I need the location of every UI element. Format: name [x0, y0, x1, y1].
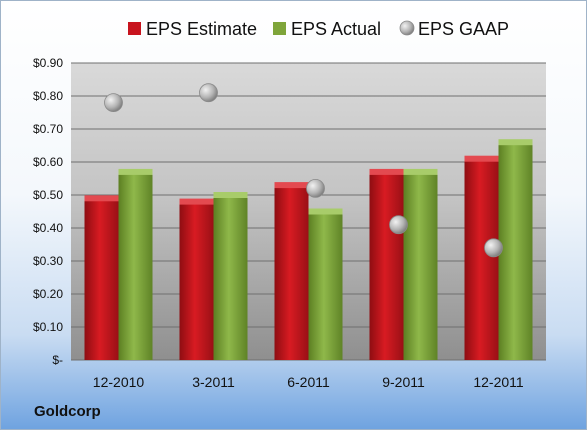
eps-estimate-bar-top: [84, 195, 119, 202]
eps-estimate-legend-swatch: [128, 22, 141, 35]
legend: EPS Estimate EPS Actual EPS GAAP: [128, 19, 509, 39]
x-category-label: 12-2010: [93, 374, 145, 390]
eps-estimate-bar: [369, 171, 404, 360]
eps-estimate-bar: [274, 185, 309, 360]
eps-actual-legend-label: EPS Actual: [291, 19, 381, 39]
y-tick-label: $0.90: [33, 56, 63, 70]
y-tick-label: $0.10: [33, 320, 63, 334]
eps-actual-bar-top: [118, 168, 153, 175]
eps-estimate-bar: [179, 201, 214, 360]
eps-actual-bar: [308, 211, 343, 360]
gaap-points: [104, 83, 503, 258]
eps-actual-bar: [498, 142, 533, 360]
eps-estimate-bar-top: [274, 182, 309, 189]
eps-gaap-point: [389, 215, 408, 235]
eps-estimate-bar-top: [179, 198, 214, 205]
y-tick-label: $0.20: [33, 287, 63, 301]
eps-estimate-bar-top: [464, 155, 499, 162]
y-tick-label: $0.40: [33, 221, 63, 235]
eps-actual-bar-top: [403, 168, 438, 175]
y-tick-label: $0.50: [33, 188, 63, 202]
bars: [84, 139, 533, 360]
eps-estimate-bar: [464, 158, 499, 360]
x-axis-labels: 12-2010 3-2011 6-2011 9-2011 12-2011: [93, 374, 524, 390]
y-tick-label: $0.60: [33, 155, 63, 169]
eps-actual-bar: [403, 171, 438, 360]
company-name: Goldcorp: [34, 403, 101, 420]
eps-gaap-legend-label: EPS GAAP: [418, 19, 509, 39]
y-tick-label: $0.70: [33, 122, 63, 136]
eps-gaap-point: [484, 238, 503, 258]
x-category-label: 9-2011: [382, 374, 425, 390]
eps-gaap-point: [199, 83, 218, 103]
x-category-label: 12-2011: [473, 374, 524, 390]
x-category-label: 6-2011: [287, 374, 330, 390]
eps-estimate-legend-label: EPS Estimate: [146, 19, 257, 39]
eps-estimate-bar-top: [369, 168, 404, 175]
eps-gaap-legend-swatch: [399, 20, 415, 36]
eps-actual-bar: [118, 171, 153, 360]
eps-gaap-point: [306, 178, 325, 198]
eps-actual-bar-top: [498, 139, 533, 146]
eps-actual-legend-swatch: [273, 22, 286, 35]
x-category-label: 3-2011: [192, 374, 235, 390]
y-tick-label: $0.30: [33, 254, 63, 268]
y-axis-ticks: $- $0.10 $0.20 $0.30 $0.40 $0.50 $0.60 $0.70 $0.…: [33, 56, 63, 367]
eps-estimate-bar: [84, 198, 119, 360]
eps-actual-bar-top: [308, 208, 343, 215]
eps-actual-bar-top: [213, 192, 248, 198]
y-tick-label: $0.80: [33, 89, 63, 103]
eps-actual-bar: [213, 195, 248, 360]
y-tick-label: $-: [52, 353, 63, 367]
eps-gaap-point: [104, 93, 123, 112]
